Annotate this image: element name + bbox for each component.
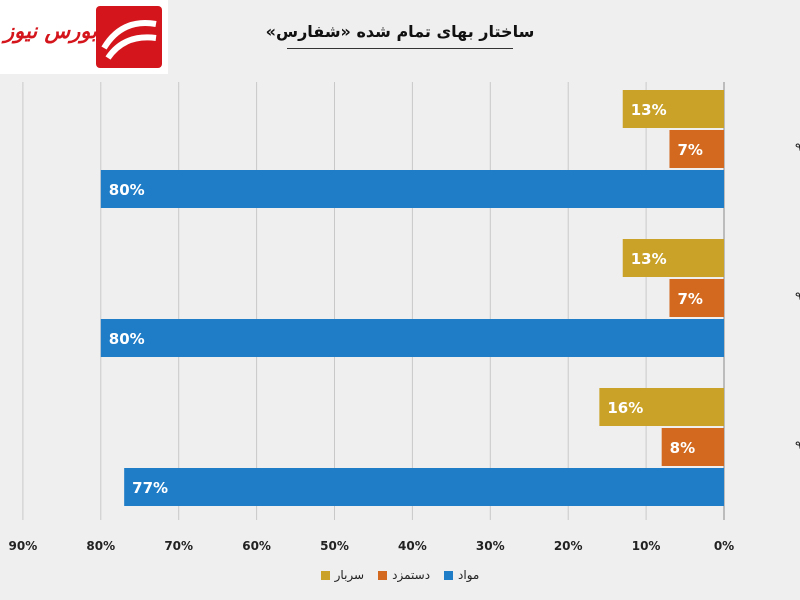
x-tick-label: 0% xyxy=(714,539,734,553)
legend-swatch xyxy=(444,570,454,580)
legend-label: دستمزد xyxy=(392,568,431,582)
legend-item: دستمزد xyxy=(378,568,430,582)
data-label: 16% xyxy=(607,399,643,417)
x-tick-label: 10% xyxy=(632,539,661,553)
legend-item: مواد xyxy=(444,568,479,582)
category-label: ۹۶ xyxy=(795,289,800,303)
category-label: ۹ ماهه ۹۷ xyxy=(795,140,800,154)
x-tick-label: 90% xyxy=(9,539,38,553)
bar xyxy=(599,388,724,426)
legend-label: سربار xyxy=(334,568,365,582)
legend: سربار دستمزد مواد xyxy=(0,568,800,582)
data-label: 13% xyxy=(631,101,667,119)
x-tick-label: 30% xyxy=(476,539,505,553)
logo-text: بورس نیوز xyxy=(4,18,97,43)
bar xyxy=(100,170,725,208)
chart-title: ساختار بهای تمام شده «شفارس» xyxy=(265,22,535,41)
legend-swatch xyxy=(378,570,388,580)
logo-mark xyxy=(96,6,162,68)
title-underline xyxy=(287,48,513,49)
logo: بورس نیوز xyxy=(0,0,168,74)
x-tick-label: 40% xyxy=(398,539,427,553)
category-label: ۹۵ xyxy=(795,438,800,452)
legend-item: سربار xyxy=(320,568,365,582)
data-label: 80% xyxy=(109,181,145,199)
data-label: 77% xyxy=(132,479,168,497)
bar xyxy=(622,90,724,128)
x-tick-label: 60% xyxy=(242,539,271,553)
data-label: 7% xyxy=(677,141,702,159)
data-label: 80% xyxy=(109,330,145,348)
data-label: 13% xyxy=(631,250,667,268)
bar xyxy=(622,239,724,277)
x-tick-label: 50% xyxy=(320,539,349,553)
bar xyxy=(100,319,725,357)
x-tick-label: 70% xyxy=(164,539,193,553)
legend-swatch xyxy=(320,570,330,580)
bar xyxy=(124,468,725,506)
x-tick-label: 80% xyxy=(86,539,115,553)
bar xyxy=(669,130,724,168)
x-tick-label: 20% xyxy=(554,539,583,553)
bar xyxy=(661,428,724,466)
bar xyxy=(669,279,724,317)
legend-label: مواد xyxy=(458,568,480,582)
data-label: 7% xyxy=(677,290,702,308)
data-label: 8% xyxy=(670,439,695,457)
